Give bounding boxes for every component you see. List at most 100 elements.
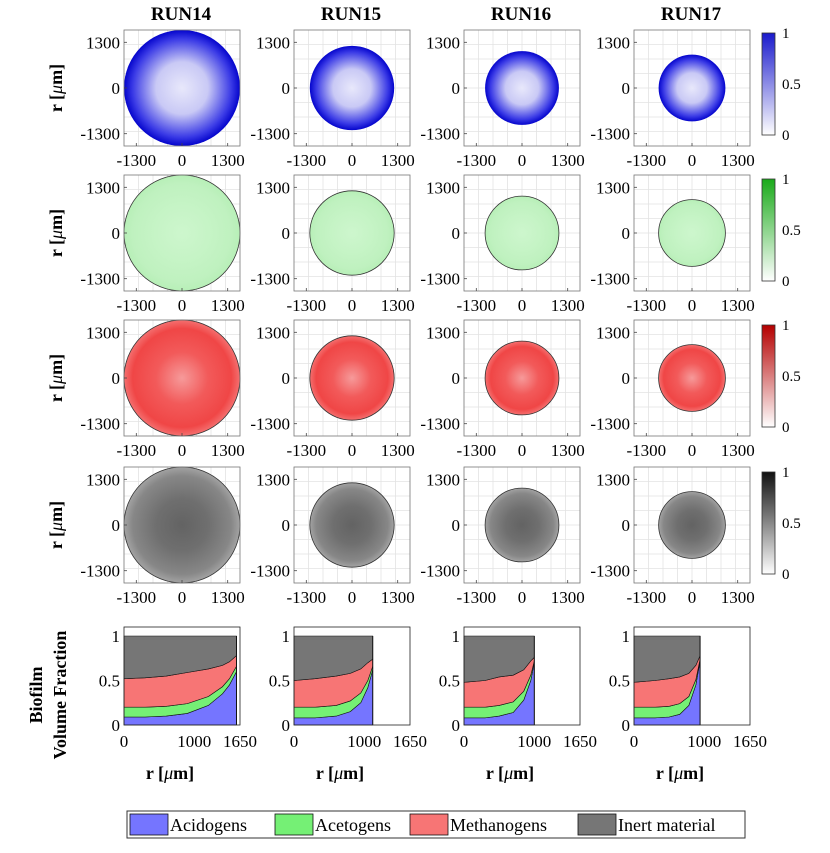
x-tick-label: 0	[688, 151, 697, 170]
map-panel-row3-RUN16: -1300 0 1300 -1300 0 1300	[420, 319, 585, 460]
map-panel-row2-RUN16: -1300 0 1300 -1300 0 1300	[420, 174, 585, 315]
y-tick-label: 1300	[596, 33, 630, 52]
y-tick-label: 1300	[426, 323, 460, 342]
colorbar-tick-label: 1	[782, 26, 790, 42]
profile-frame	[293, 626, 411, 726]
x-tick-label: 1300	[721, 151, 755, 170]
colorbar-tick-label: 1	[782, 318, 790, 334]
y-tick-label: -1300	[590, 415, 630, 434]
colorbar-ramp	[761, 178, 776, 282]
colorbar-tick-label: 0.5	[782, 223, 801, 239]
colorbar-tick-label: 0	[782, 567, 790, 583]
profile-xlabel: r [μm]	[316, 763, 364, 783]
y-tick-label: 0	[112, 79, 121, 98]
y-tick-label: -1300	[250, 562, 290, 581]
colorbar-ramp	[761, 471, 776, 575]
legend-label: Acidogens	[170, 815, 247, 835]
biofilm-disk	[123, 174, 241, 292]
y-tick-label: 1300	[596, 470, 630, 489]
x-tick-label: 0	[518, 441, 527, 460]
y-tick-label: 0	[112, 369, 121, 388]
x-tick-label: 1300	[551, 151, 585, 170]
biofilm-disk	[485, 51, 559, 125]
y-tick-label: 0	[622, 369, 631, 388]
biofilm-disk	[484, 195, 560, 271]
legend-item-acetogens: Acetogens	[274, 813, 391, 836]
x-tick-label: -1300	[116, 588, 156, 607]
profile-chart-RUN16: 0 0.5 1 0 1000 1650 r [μm]	[439, 626, 597, 783]
biofilm-disk	[309, 190, 395, 276]
x-tick-label: -1300	[116, 151, 156, 170]
profile-ylabel-line1: Biofilm	[26, 666, 46, 723]
y-tick-label: -1300	[590, 562, 630, 581]
x-tick-label: -1300	[626, 441, 666, 460]
profile-chart-RUN14: 0 0.5 1 0 1000 1650 r [μm]	[99, 626, 257, 783]
y-tick-label: 1300	[256, 323, 290, 342]
map-panel-row1-RUN17: -1300 0 1300 -1300 0 1300	[590, 29, 755, 170]
profile-xlabel: r [μm]	[656, 763, 704, 783]
colorbar-tick-label: 0	[782, 128, 790, 144]
y-tick-label: 1300	[426, 470, 460, 489]
legend: Acidogens Acetogens Methanogens Inert mater…	[126, 810, 746, 839]
y-tick-label: 1300	[426, 178, 460, 197]
colorbar-tick-label: 0.5	[782, 77, 801, 93]
run-title-15: RUN15	[321, 4, 381, 25]
x-tick-label: 1300	[381, 588, 415, 607]
profile-x-tick-label: 1000	[177, 732, 211, 751]
x-tick-label: -1300	[456, 296, 496, 315]
y-tick-label: -1300	[250, 125, 290, 144]
biofilm-disk	[658, 491, 726, 559]
colorbar-ramp	[761, 324, 776, 428]
y-tick-label: 0	[112, 516, 121, 535]
map-panel-row4-RUN14: -1300 0 1300 -1300 0 1300	[80, 466, 245, 607]
profile-chart-RUN15: 0 0.5 1 0 1000 1650 r [μm]	[269, 626, 427, 783]
x-tick-label: 1300	[551, 588, 585, 607]
x-tick-label: 0	[348, 151, 357, 170]
run-title-16: RUN16	[491, 4, 551, 25]
profile-x-tick-label: 1650	[393, 732, 427, 751]
profile-frame	[123, 626, 241, 726]
y-tick-label: -1300	[590, 270, 630, 289]
profile-ylabel-line2: Volume Fraction	[50, 631, 70, 760]
x-tick-label: 0	[348, 296, 357, 315]
x-tick-label: -1300	[286, 441, 326, 460]
profile-x-tick-label: 0	[290, 732, 299, 751]
profile-x-tick-label: 1000	[347, 732, 381, 751]
x-tick-label: 0	[178, 588, 187, 607]
map-row-ylabel: r [μm]	[46, 501, 66, 549]
y-tick-label: 1300	[86, 33, 120, 52]
profile-y-tick-label: 1	[452, 627, 461, 646]
y-tick-label: -1300	[420, 125, 460, 144]
x-tick-label: -1300	[286, 151, 326, 170]
profile-frame	[633, 626, 751, 726]
colorbar-tick-label: 0	[782, 274, 790, 290]
map-panel-row1-RUN16: -1300 0 1300 -1300 0 1300	[420, 29, 585, 170]
x-tick-label: -1300	[456, 151, 496, 170]
legend-label: Acetogens	[315, 815, 391, 835]
profile-y-tick-label: 0	[622, 716, 631, 735]
y-tick-label: -1300	[420, 415, 460, 434]
map-panel-row2-RUN14: -1300 0 1300 -1300 0 1300	[80, 174, 245, 315]
profile-chart-RUN17: 0 0.5 1 0 1000 1650 r [μm]	[609, 626, 767, 783]
x-tick-label: -1300	[456, 441, 496, 460]
colorbar-tick-label: 0.5	[782, 516, 801, 532]
biofilm-disk	[309, 335, 395, 421]
y-tick-label: 0	[622, 516, 631, 535]
map-panel-row1-RUN14: -1300 0 1300 -1300 0 1300	[80, 29, 245, 170]
y-tick-label: 1300	[596, 323, 630, 342]
colorbar-acidogens: 00.51	[761, 26, 801, 144]
profile-frame	[463, 626, 581, 726]
y-tick-label: -1300	[250, 270, 290, 289]
map-panel-row4-RUN16: -1300 0 1300 -1300 0 1300	[420, 466, 585, 607]
y-tick-label: -1300	[420, 270, 460, 289]
x-tick-label: 1300	[211, 588, 245, 607]
profile-xlabel: r [μm]	[146, 763, 194, 783]
run-title-17: RUN17	[661, 4, 722, 25]
y-tick-label: 1300	[86, 323, 120, 342]
x-tick-label: 1300	[211, 151, 245, 170]
profile-y-tick-label: 1	[112, 627, 121, 646]
legend-swatch	[129, 813, 169, 836]
map-row-ylabel: r [μm]	[46, 64, 66, 112]
biofilm-disk	[123, 466, 241, 584]
biofilm-disk	[484, 340, 560, 416]
